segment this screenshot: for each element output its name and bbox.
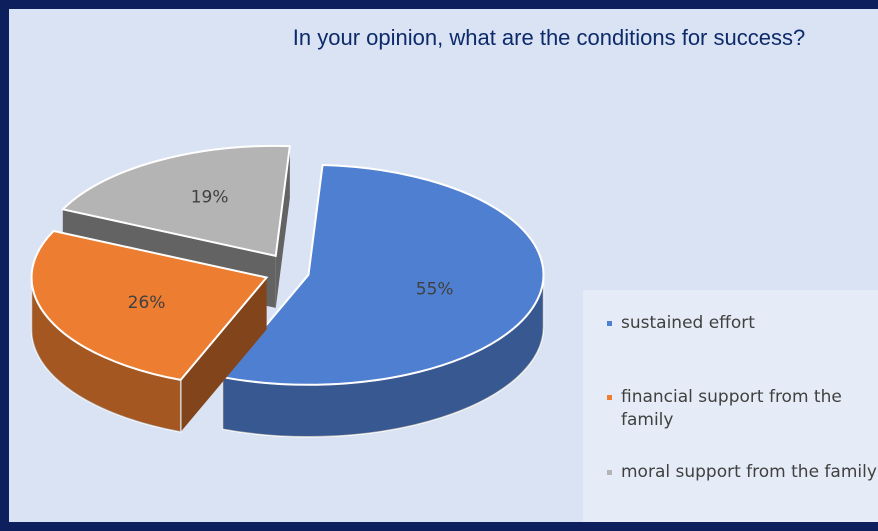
data-label: 19% — [191, 187, 229, 207]
slice-shade — [275, 146, 290, 308]
pie-area: 55% 26% 19% — [30, 144, 545, 438]
slice-shade — [31, 277, 181, 432]
legend: sustained effort financial support from t… — [583, 290, 878, 522]
legend-label: sustained effort — [621, 313, 755, 333]
chart-title: In your opinion, what are the conditions… — [292, 25, 806, 50]
data-label: 26% — [128, 293, 166, 313]
slice-shade — [222, 274, 544, 437]
legend-entry: moral support from the family — [607, 461, 878, 484]
legend-label: financial support from the family — [621, 387, 842, 430]
legend-swatch — [607, 470, 612, 475]
legend-entry: financial support from the family — [607, 386, 878, 432]
legend-label: moral support from the family — [621, 462, 877, 482]
data-label: 55% — [416, 279, 454, 299]
legend-entry: sustained effort — [607, 312, 878, 335]
slice — [220, 163, 545, 386]
legend-swatch — [607, 395, 612, 400]
slice — [60, 144, 291, 258]
legend-swatch — [607, 321, 612, 326]
slice — [30, 229, 269, 382]
slice-side — [275, 146, 290, 308]
